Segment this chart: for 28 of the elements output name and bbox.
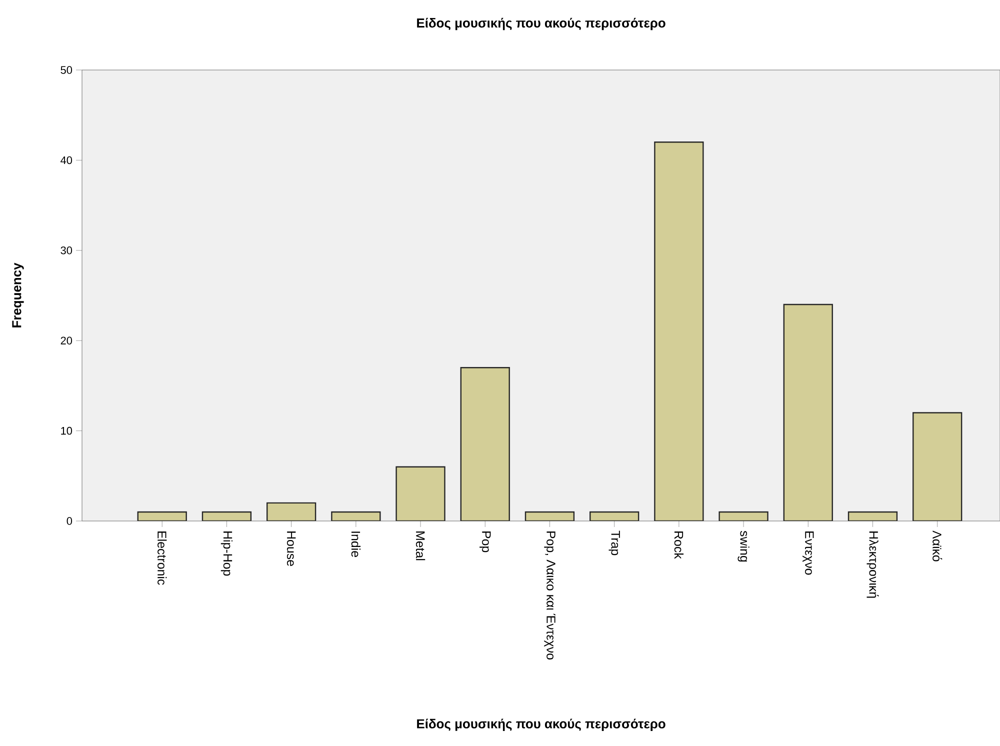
- x-tick-label: Indie: [351, 532, 360, 557]
- x-tick-label: Electronic: [158, 532, 167, 585]
- y-tick-label: 40: [60, 156, 72, 164]
- x-tick-label: Ηλεκτρονική: [866, 532, 879, 598]
- x-tick-label: Trap: [608, 530, 620, 556]
- x-tick-label: Pop: [480, 532, 491, 552]
- y-tick-label: 10: [61, 426, 72, 435]
- x-tick-label: Rock: [674, 532, 684, 559]
- chart-title: Είδος μουσικής που ακούς περισσότερο: [417, 18, 666, 30]
- x-tick-label: Hip-Hop: [220, 532, 233, 576]
- x-tick-label: Metal: [416, 532, 426, 560]
- y-tick-label: 30: [60, 246, 72, 254]
- x-tick-label: Εντεχνο: [802, 532, 814, 575]
- x-tick-label: Pop, Λαικο και Έντεχνο: [544, 532, 556, 660]
- bar: [460, 368, 510, 521]
- y-tick-label: 50: [60, 66, 72, 74]
- y-tick-label: 20: [60, 336, 72, 344]
- y-tick-label: 0: [66, 517, 72, 525]
- bar: [396, 466, 445, 521]
- bar: [267, 502, 316, 521]
- y-axis-title: Frequency: [12, 262, 24, 328]
- bar: [654, 142, 704, 521]
- x-tick-label: swing: [738, 530, 750, 562]
- x-axis-title: Είδος μουσικής που ακούς περισσότερο: [417, 718, 666, 731]
- bar: [784, 304, 832, 521]
- x-tick-label: Λαϊκό: [932, 530, 942, 562]
- bar: [912, 412, 962, 521]
- x-tick-label: House: [286, 532, 296, 566]
